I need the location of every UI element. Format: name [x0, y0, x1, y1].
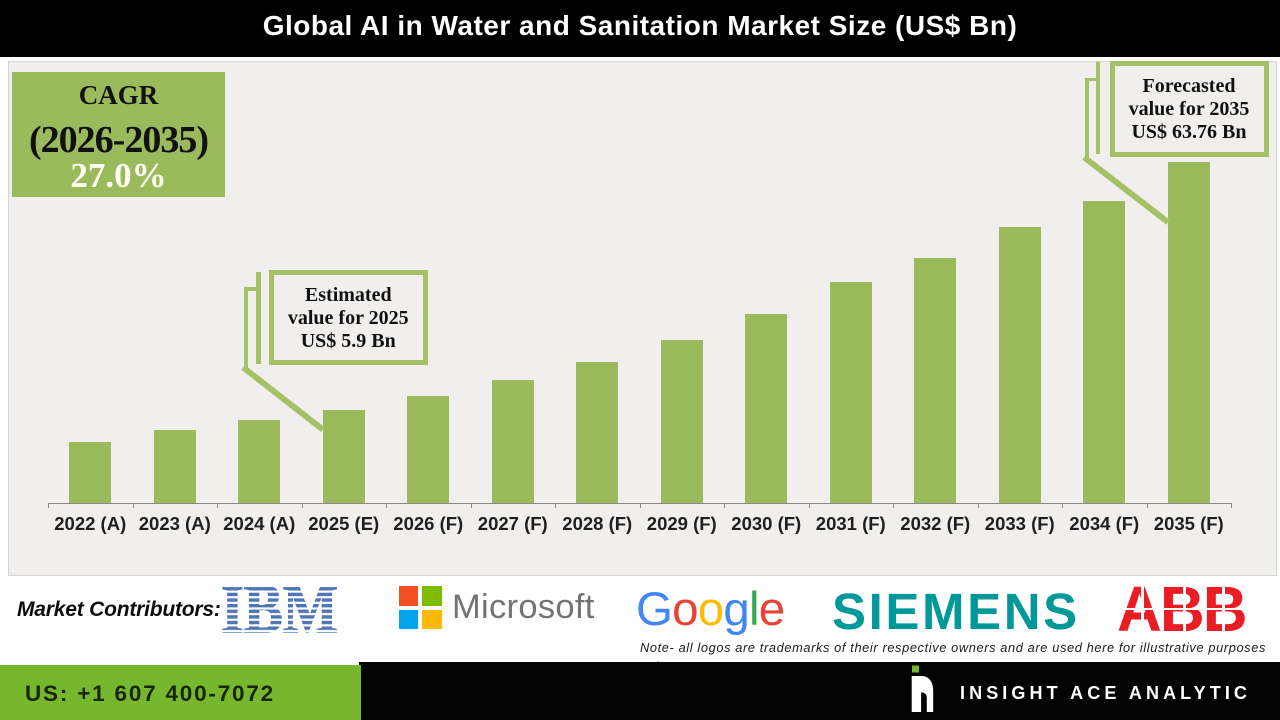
svg-text:IBM: IBM: [221, 584, 338, 634]
